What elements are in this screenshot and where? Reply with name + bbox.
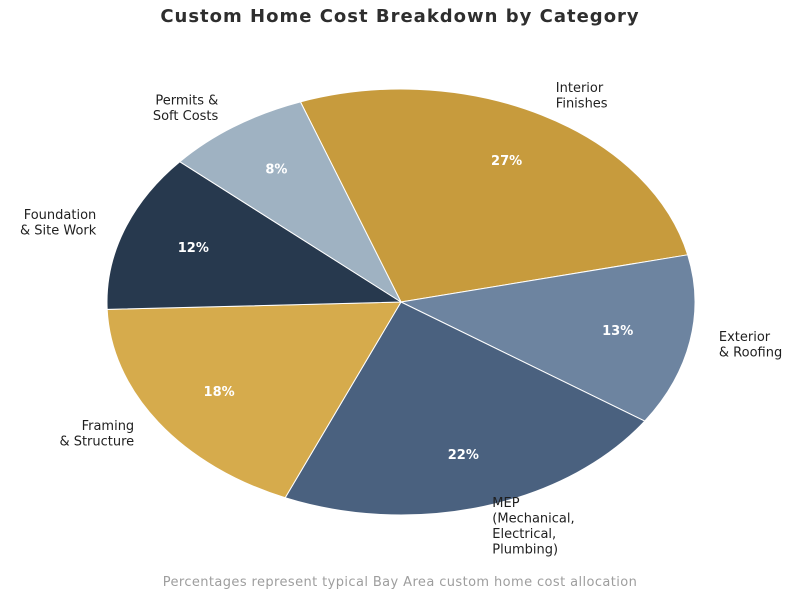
pct-label-exterior-roofing: 13%	[602, 324, 633, 339]
category-label-exterior-roofing: Exterior & Roofing	[719, 330, 782, 361]
category-label-mep-mechanical-electrical-plumbing: MEP (Mechanical, Electrical, Plumbing)	[492, 496, 574, 558]
pie-slice-permits-soft-costs	[179, 101, 402, 303]
chart-title: Custom Home Cost Breakdown by Category	[160, 6, 640, 27]
pct-label-permits-soft-costs: 8%	[265, 163, 287, 178]
pct-label-mep-mechanical-electrical-plumbing: 22%	[448, 448, 479, 463]
chart-footnote: Percentages represent typical Bay Area c…	[162, 575, 638, 590]
category-label-interior-finishes: Interior Finishes	[556, 81, 608, 112]
pct-label-foundation-site-work: 12%	[178, 241, 209, 256]
pie-slice-exterior-roofing	[400, 254, 696, 422]
pie-slice-interior-finishes	[299, 88, 689, 303]
pie-slice-framing-structure	[106, 301, 402, 499]
category-label-foundation-site-work: Foundation & Site Work	[20, 208, 97, 239]
pie-slice-foundation-site-work	[106, 161, 402, 310]
category-label-framing-structure: Framing & Structure	[59, 419, 134, 450]
category-label-permits-soft-costs: Permits & Soft Costs	[153, 93, 219, 124]
pie-slice-mep-mechanical-electrical-plumbing	[284, 301, 646, 516]
pct-label-interior-finishes: 27%	[491, 154, 522, 169]
pct-label-framing-structure: 18%	[204, 385, 235, 400]
